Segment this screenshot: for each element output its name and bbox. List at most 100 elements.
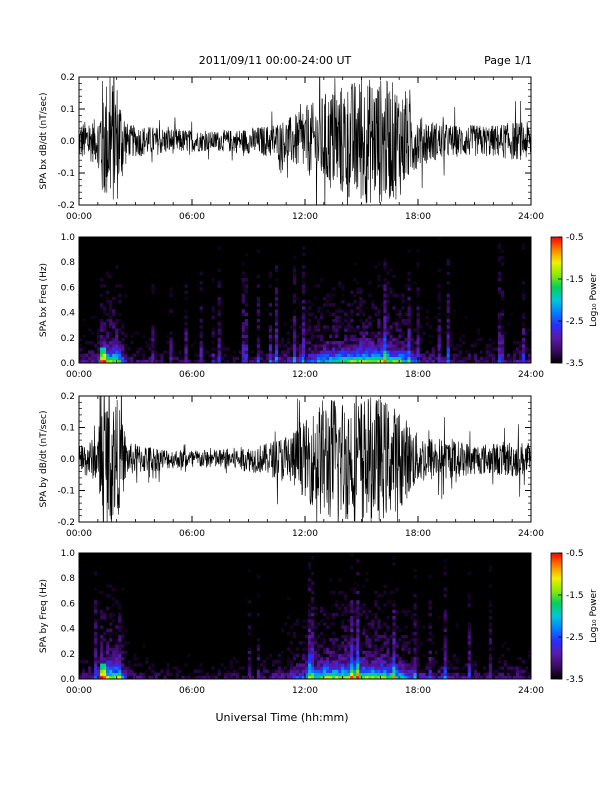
spectrogram-cell: [217, 284, 221, 288]
spectrogram-cell: [323, 340, 327, 345]
spectrogram-cell: [515, 359, 520, 364]
spectrogram-cell: [326, 293, 330, 298]
spectrogram-cell: [320, 344, 324, 348]
spectrogram-cell: [118, 638, 122, 642]
spectrogram-cell: [497, 255, 502, 260]
spectrogram-cell: [419, 306, 423, 310]
spectrogram-cell: [94, 356, 98, 361]
spectrogram-cell: [398, 347, 402, 351]
spectrogram-cell: [112, 672, 116, 677]
spectrogram-cell: [320, 606, 324, 610]
spectrogram-cell: [515, 669, 520, 673]
spectrogram-cell: [437, 666, 441, 670]
spectrogram-cell: [301, 347, 306, 351]
spectrogram-cell: [311, 597, 315, 601]
spectrogram-cell: [79, 359, 83, 364]
spectrogram-cell: [383, 638, 387, 642]
spectrogram-cell: [314, 663, 318, 667]
spectrogram-cell: [308, 647, 312, 651]
spectrogram-cell: [404, 672, 408, 677]
spectrogram-cell: [332, 622, 336, 626]
spectrogram-cell: [368, 353, 372, 357]
spectrogram-cell: [365, 359, 369, 364]
spectrogram-cell: [488, 672, 493, 677]
spectrogram-cell: [97, 347, 101, 351]
spectrogram-cell: [389, 350, 393, 354]
spectrogram-cell: [473, 660, 478, 664]
spectrogram-cell: [527, 347, 532, 351]
spectrogram-cell: [121, 347, 125, 351]
x-tick-label: 18:00: [405, 212, 431, 222]
spectrogram-cell: [389, 331, 393, 335]
spectrogram-cell: [350, 600, 354, 604]
spectrogram-cell: [353, 660, 357, 664]
spectrogram-cell: [106, 312, 110, 317]
spectrogram-cell: [461, 356, 465, 361]
spectrogram-cell: [383, 634, 387, 639]
spectrogram-cell: [124, 675, 128, 680]
spectrogram-cell: [100, 625, 104, 629]
spectrogram-cell: [527, 359, 532, 364]
spectrogram-cell: [332, 590, 336, 595]
spectrogram-cell: [259, 353, 264, 357]
spectrogram-cell: [178, 669, 182, 673]
spectrogram-cell: [178, 350, 182, 354]
spectrogram-cell: [320, 638, 324, 642]
spectrogram-cell: [386, 672, 390, 677]
spectrogram-cell: [428, 675, 432, 680]
spectrogram-cell: [500, 359, 505, 364]
spectrogram-cell: [124, 669, 128, 673]
spectrogram-cell: [371, 350, 375, 354]
spectrogram-cell: [241, 328, 246, 332]
spectrogram-cell: [380, 647, 384, 651]
x-tick-label: 24:00: [518, 212, 544, 222]
spectrogram-cell: [395, 340, 399, 345]
spectrogram-cell: [115, 284, 119, 288]
spectrogram-cell: [350, 603, 354, 607]
spectrogram-cell: [404, 350, 408, 354]
spectrogram-cell: [100, 340, 104, 345]
spectrogram-cell: [350, 565, 354, 570]
spectrogram-cell: [100, 641, 104, 645]
spectrogram-cell: [226, 347, 230, 351]
spectrogram-cell: [106, 359, 110, 364]
spectrogram-cell: [359, 356, 363, 361]
spectrogram-cell: [115, 672, 119, 677]
spectrogram-cell: [244, 318, 249, 323]
spectrogram-cell: [413, 622, 417, 626]
spectrogram-cell: [353, 293, 357, 298]
spectrogram-cell: [347, 359, 351, 364]
colorbar-tick-label: -1.5: [566, 275, 584, 285]
spectrogram-cell: [380, 609, 384, 614]
spectrogram-cell: [298, 669, 303, 673]
spectrogram-cell: [512, 669, 517, 673]
spectrogram-cell: [521, 359, 526, 364]
spectrogram-cell: [497, 259, 502, 263]
spectrogram-cell: [79, 672, 83, 677]
spectrogram-cell: [121, 356, 125, 361]
spectrogram-cell: [446, 347, 450, 351]
spectrogram-cell: [383, 287, 387, 291]
spectrogram-cell: [449, 340, 453, 345]
spectrogram-cell: [326, 300, 330, 304]
spectrogram-cell: [308, 619, 312, 623]
spectrogram-cell: [467, 650, 472, 655]
spectrogram-cell: [395, 325, 399, 329]
spectrogram-cell: [356, 609, 360, 614]
spectrogram-cell: [326, 656, 330, 661]
spectrogram-cell: [425, 315, 429, 320]
spectrogram-cell: [488, 641, 493, 645]
spectrogram-cell: [268, 350, 273, 354]
spectrogram-cell: [509, 675, 514, 680]
spectrogram-cell: [301, 246, 306, 250]
spectrogram-cell: [374, 675, 378, 680]
spectrogram-cell: [94, 606, 98, 610]
spectrogram-cell: [428, 325, 432, 329]
spectrogram-cell: [467, 669, 472, 673]
spectrogram-cell: [217, 268, 221, 272]
spectrogram-cell: [79, 660, 83, 664]
spectrogram-cell: [85, 340, 89, 345]
spectrogram-cell: [280, 669, 285, 673]
spectrogram-cell: [389, 337, 393, 342]
spectrogram-cell: [130, 334, 134, 339]
